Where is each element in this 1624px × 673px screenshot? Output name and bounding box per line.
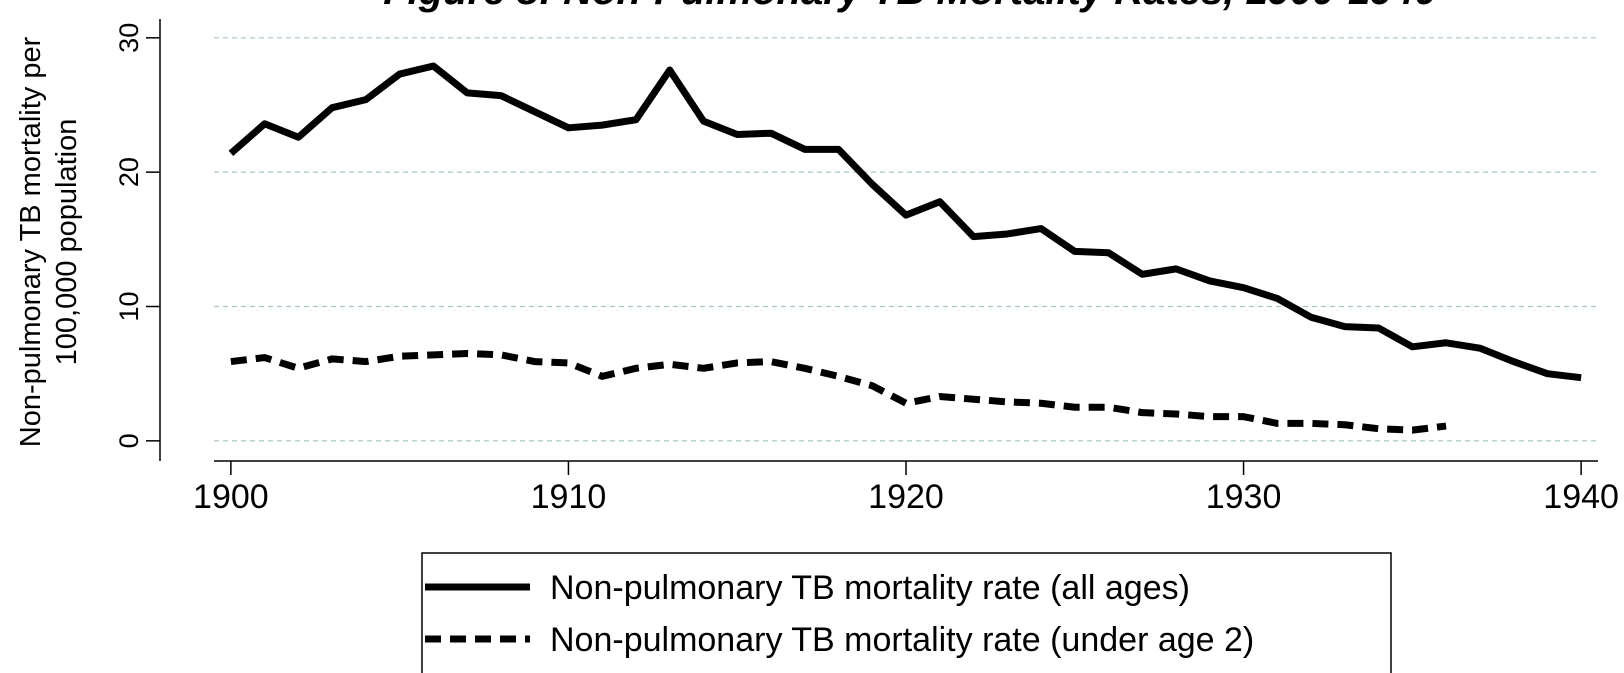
legend-label: Non-pulmonary TB mortality rate (under a… <box>550 621 1254 659</box>
x-tick-label: 1900 <box>193 478 269 516</box>
y-tick-label: 20 <box>114 157 144 187</box>
y-tick-label: 30 <box>114 23 144 53</box>
y-axis-label-line: 100,000 population <box>51 119 83 366</box>
chart-title: Figure 8: Non-Pulmonary TB Mortality Rat… <box>383 0 1437 13</box>
series-line <box>228 62 1582 382</box>
legend-label: Non-pulmonary TB mortality rate (all age… <box>550 569 1190 607</box>
x-tick-label: 1940 <box>1543 478 1619 516</box>
y-axis-label: Non-pulmonary TB mortality per 100,000 p… <box>15 36 83 447</box>
y-axis-label-line: Non-pulmonary TB mortality per <box>15 36 47 447</box>
series-line <box>230 350 1447 434</box>
x-tick-label: 1920 <box>868 478 944 516</box>
x-tick-label: 1910 <box>531 478 607 516</box>
y-tick-label: 10 <box>114 291 144 321</box>
legend-box <box>421 552 1392 673</box>
y-tick-label: 0 <box>114 433 144 448</box>
x-tick-label: 1930 <box>1206 478 1282 516</box>
